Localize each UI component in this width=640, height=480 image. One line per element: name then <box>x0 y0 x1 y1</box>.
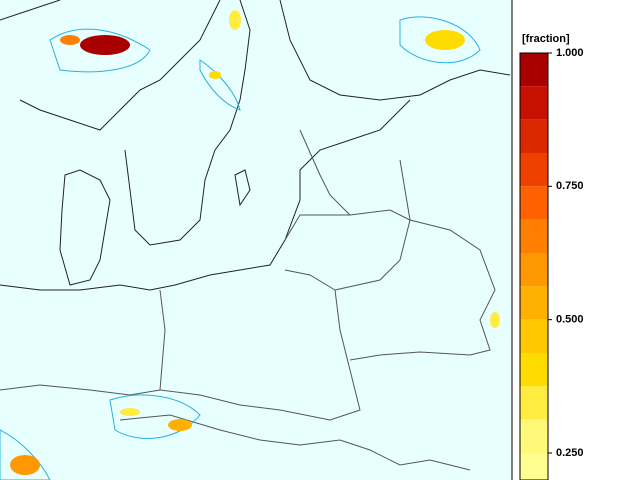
legend-title: [fraction] <box>522 33 570 45</box>
tick-label: 1.000 <box>556 47 584 59</box>
color-band <box>520 53 548 87</box>
field-fill <box>10 10 500 475</box>
border-central <box>0 384 471 471</box>
field-patch <box>80 35 130 55</box>
map-background <box>0 0 512 480</box>
border-belarus <box>349 219 496 361</box>
contour <box>49 28 151 73</box>
field-patch <box>168 419 192 431</box>
field-patch <box>490 312 500 328</box>
coast-finland <box>279 0 511 101</box>
color-band <box>520 86 548 120</box>
contour <box>109 394 201 439</box>
color-band <box>520 119 548 153</box>
color-band <box>520 286 548 320</box>
border-north <box>299 129 411 221</box>
color-band <box>520 319 548 353</box>
tick-label: 0.250 <box>556 447 584 459</box>
color-band <box>520 353 548 387</box>
color-band <box>520 153 548 187</box>
color-band <box>520 253 548 287</box>
color-band <box>520 219 548 253</box>
field-patch <box>10 455 40 475</box>
color-band <box>520 453 548 480</box>
coastlines <box>0 0 511 291</box>
field-patch <box>120 408 140 416</box>
colorbar-frame <box>519 52 549 480</box>
field-patch <box>60 35 80 45</box>
field-patch <box>229 10 241 30</box>
coast-gotland <box>234 169 251 207</box>
coast-south <box>0 99 411 291</box>
field-patch <box>209 71 221 79</box>
tick-label: 0.500 <box>556 314 584 326</box>
coast-norway <box>0 0 221 131</box>
color-band <box>520 186 548 220</box>
border-baltic <box>284 209 411 291</box>
tick-label: 0.750 <box>556 180 584 192</box>
field-patch <box>425 30 465 50</box>
coast-sweden <box>124 0 251 246</box>
borders <box>0 129 496 471</box>
color-band <box>520 386 548 420</box>
color-band <box>520 419 548 453</box>
coast-denmark <box>59 169 111 286</box>
contour <box>399 16 481 64</box>
